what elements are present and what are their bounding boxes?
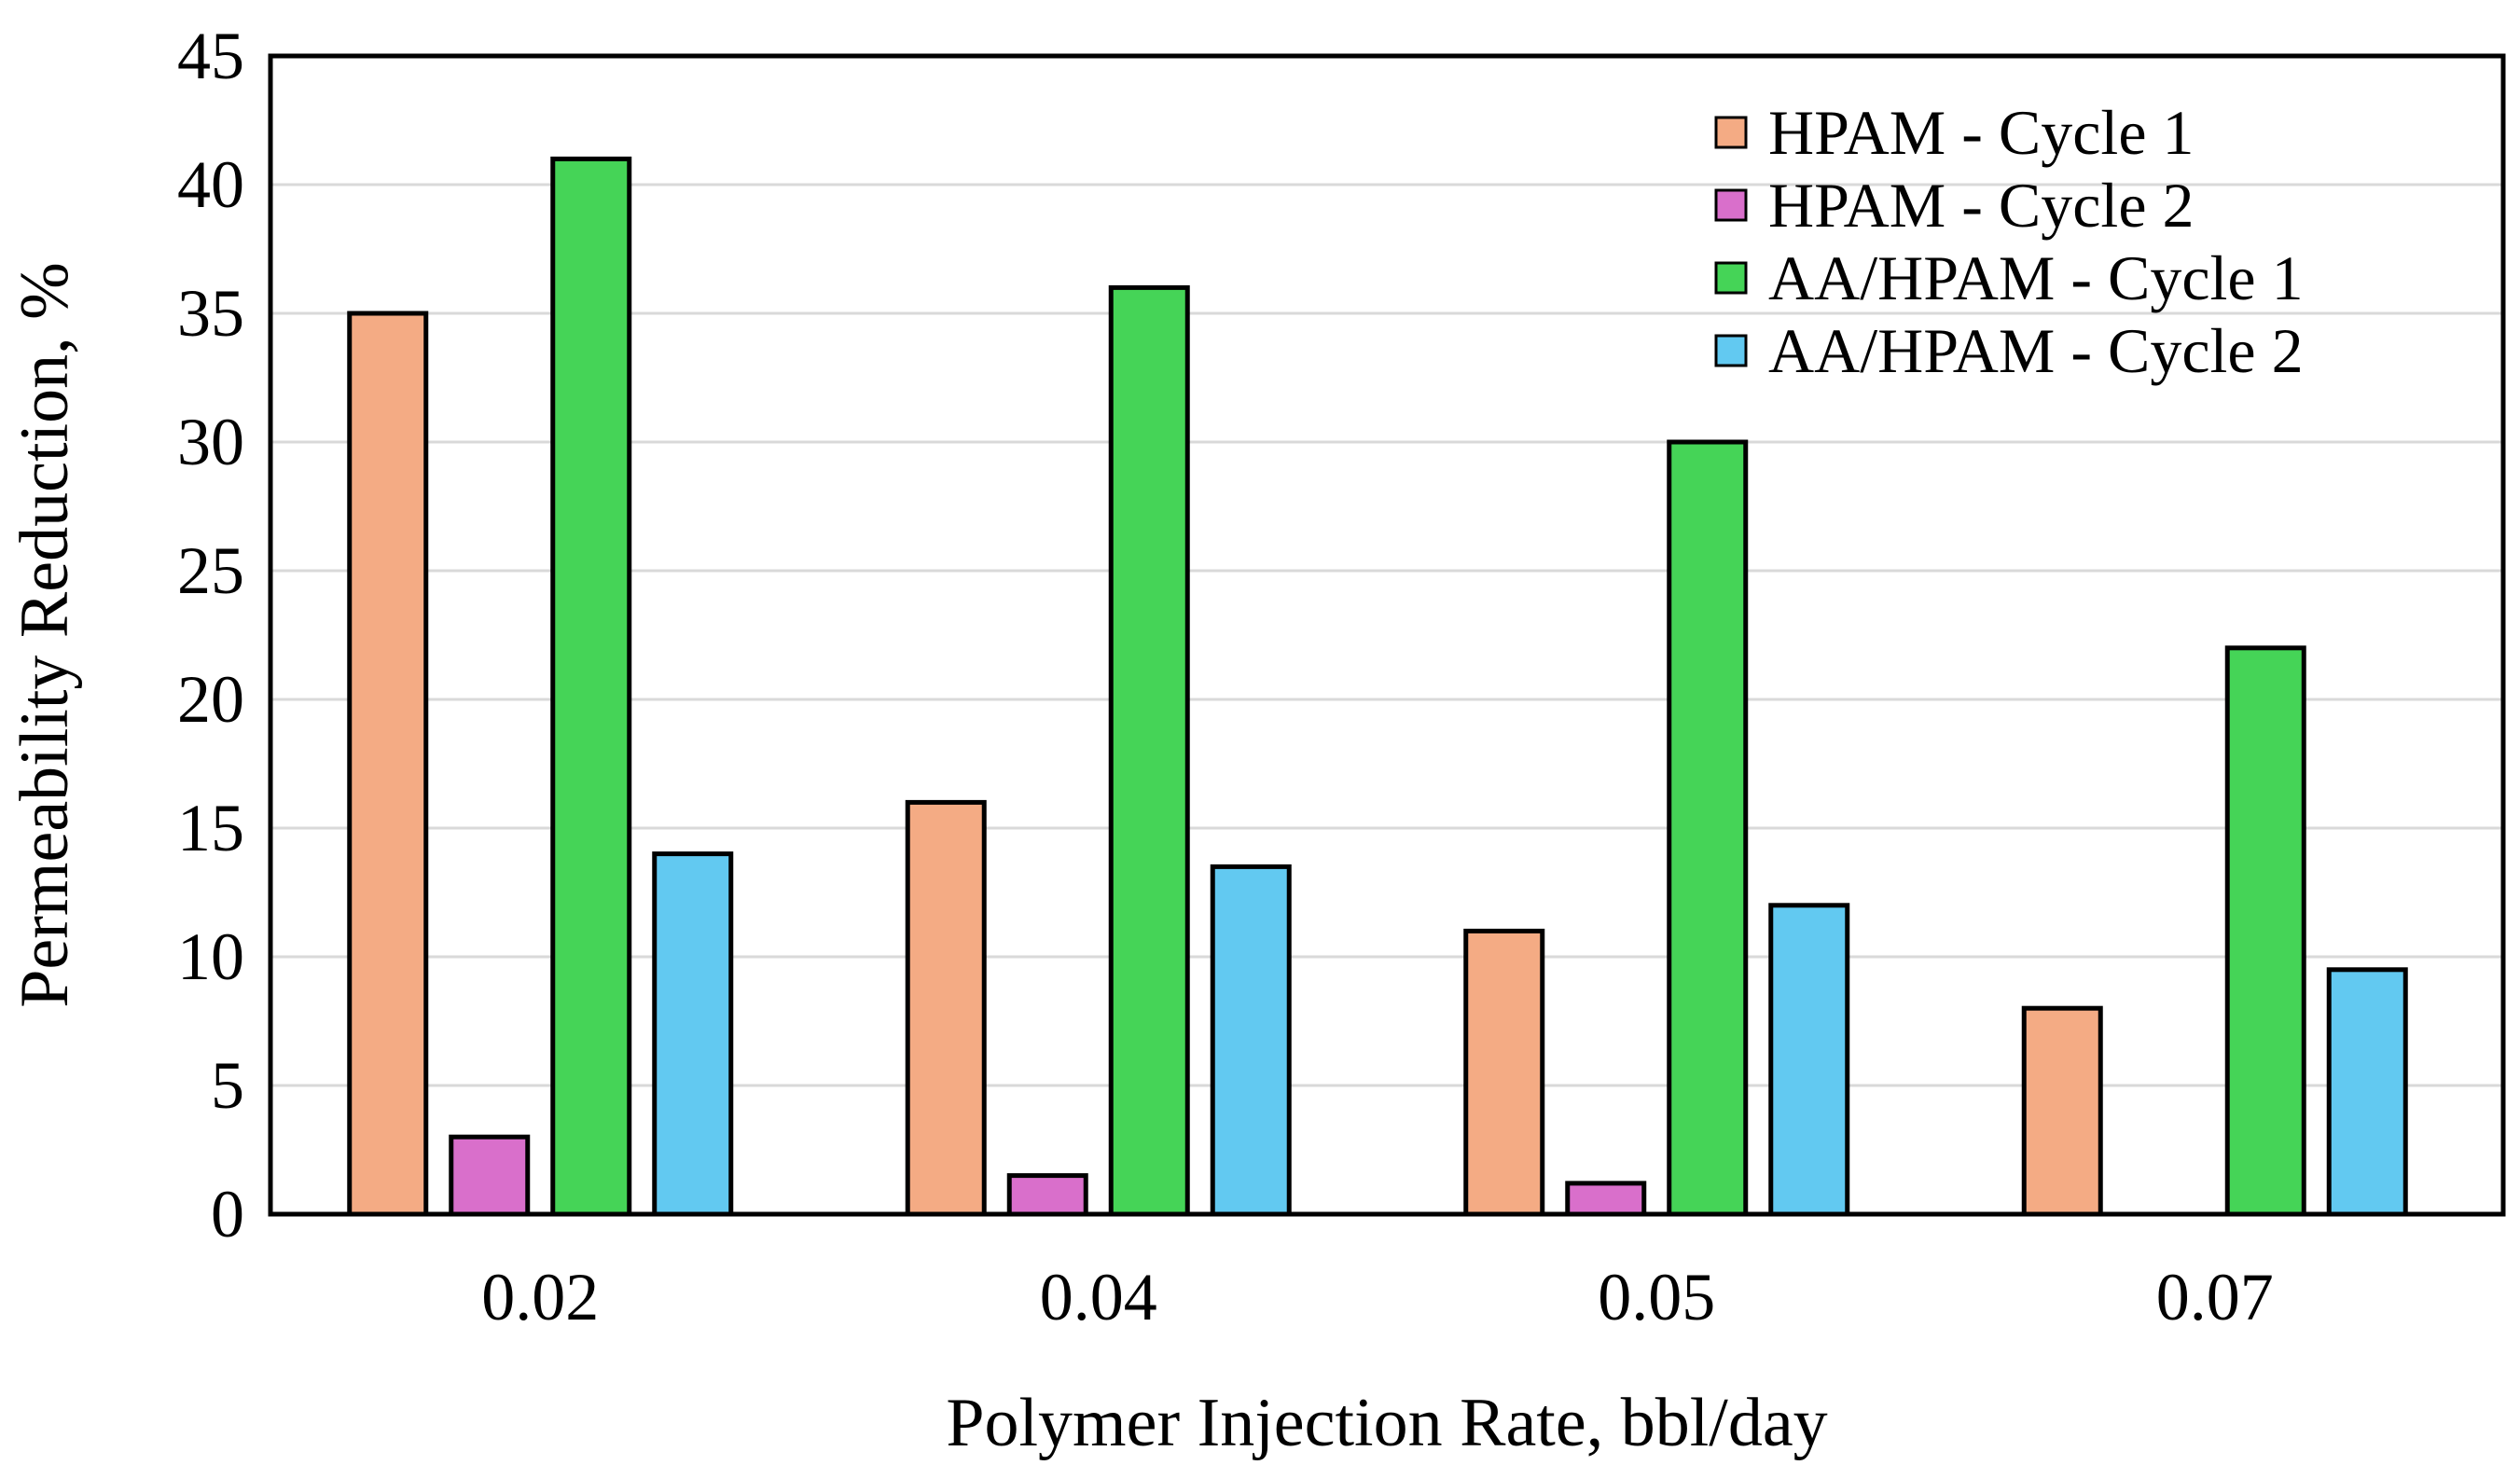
bar (2021, 1005, 2103, 1217)
x-tick-label: 0.07 (2156, 1260, 2274, 1334)
bar (1108, 284, 1190, 1217)
y-tick-label: 35 (177, 276, 244, 351)
bar (347, 311, 429, 1217)
x-axis-ticks: 0.02 0.04 0.05 0.07 (481, 1260, 2274, 1334)
legend-label: AA/HPAM - Cycle 1 (1768, 242, 2304, 313)
bar (1006, 1173, 1088, 1217)
legend-swatch (1714, 334, 1748, 367)
y-tick-label: 5 (211, 1048, 244, 1123)
legend-label: HPAM - Cycle 1 (1768, 97, 2195, 168)
y-tick-label: 10 (177, 919, 244, 994)
bar (2326, 967, 2408, 1217)
plot-frame (268, 53, 2506, 1217)
bar (1210, 864, 1292, 1217)
bar (1667, 439, 1749, 1217)
legend-swatch (1714, 188, 1748, 222)
y-tick-label: 0 (211, 1177, 244, 1251)
y-axis-title: Permeability Reduction, % (7, 262, 83, 1007)
bar (652, 851, 734, 1217)
y-tick-label: 25 (177, 533, 244, 608)
x-tick-label: 0.04 (1040, 1260, 1157, 1334)
y-tick-label: 40 (177, 147, 244, 222)
x-tick-label: 0.02 (481, 1260, 599, 1334)
bar (1768, 903, 1850, 1217)
bar (449, 1134, 531, 1217)
bar (2224, 645, 2306, 1217)
legend-label: AA/HPAM - Cycle 2 (1768, 315, 2304, 386)
bars (347, 156, 2408, 1217)
legend-swatch (1714, 261, 1748, 295)
y-tick-label: 20 (177, 662, 244, 737)
bar (1463, 928, 1545, 1217)
bar (550, 156, 632, 1217)
bar (1565, 1181, 1647, 1217)
y-axis-ticks: 0 5 10 15 20 25 30 35 40 45 (177, 19, 244, 1251)
legend-label: HPAM - Cycle 2 (1768, 170, 2195, 241)
legend-swatch (1714, 116, 1748, 149)
gridlines (270, 183, 2503, 1087)
x-tick-label: 0.05 (1598, 1260, 1715, 1334)
bar (905, 799, 987, 1217)
y-tick-label: 45 (177, 19, 244, 93)
y-tick-label: 30 (177, 405, 244, 479)
x-axis-title: Polymer Injection Rate, bbl/day (946, 1385, 1827, 1461)
y-tick-label: 15 (177, 791, 244, 865)
